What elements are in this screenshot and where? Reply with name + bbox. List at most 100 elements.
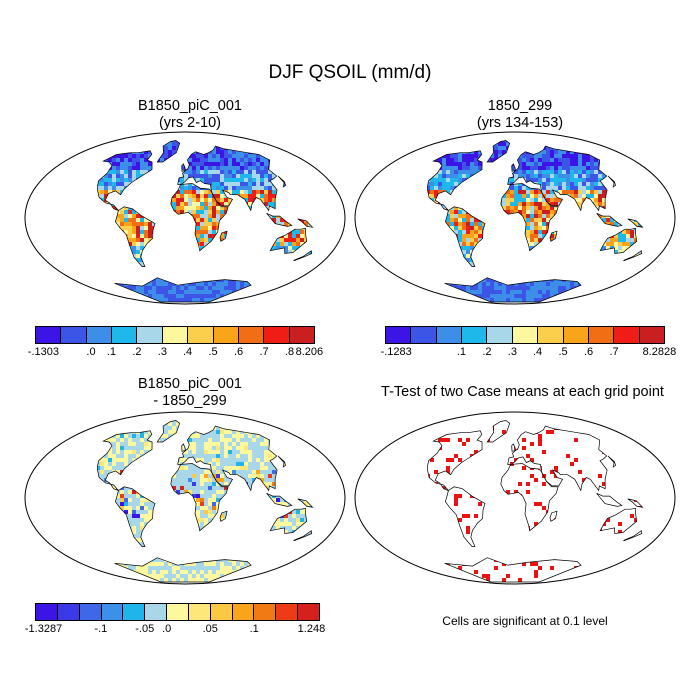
- panel1-title-line2: (yrs 2-10): [158, 115, 222, 131]
- panel2-title: 1850_299 (yrs 134-153): [370, 98, 670, 132]
- colorbar-panel3-labels: -1.3287 -.1 -.05 .0 .05 .1 1.248: [25, 623, 325, 637]
- coastline-madagascar: [549, 510, 558, 522]
- colorbar-swatch: [167, 604, 189, 620]
- colorbar-tick-label: .4: [533, 346, 543, 358]
- coastline-africa: [170, 183, 229, 252]
- colorbar-tick-label: 8.206: [295, 346, 324, 358]
- colorbar-swatch: [86, 327, 113, 343]
- coastline-japan: [607, 175, 617, 188]
- colorbar-swatch: [123, 604, 146, 620]
- colorbar-tick-label: -.1283: [380, 346, 412, 358]
- colorbar-tick-label: .2: [482, 346, 492, 358]
- colorbar-swatch: [238, 327, 265, 343]
- colorbar-swatch: [213, 327, 239, 343]
- map-border: [354, 131, 676, 305]
- coastline-northAmerica: [427, 150, 483, 211]
- map-panel-2: [354, 131, 676, 305]
- colorbar-swatch: [386, 327, 412, 343]
- colorbar-swatch: [57, 604, 80, 620]
- colorbar-swatch: [588, 327, 615, 343]
- significance-note: Cells are significant at 0.1 level: [442, 614, 608, 628]
- coastline-northAmerica: [427, 430, 483, 491]
- coastline-africa: [500, 183, 559, 252]
- coastline-eurasia: [507, 425, 608, 492]
- coastline-southAmerica: [115, 206, 156, 267]
- panel4-title-line1: T-Test of two Case means at each grid po…: [381, 384, 664, 400]
- colorbar-tick-label: .1: [456, 346, 467, 358]
- coastline-southAmerica: [115, 486, 156, 547]
- panel1-title-line1: B1850_piC_001: [137, 98, 242, 114]
- coastline-newZealand: [293, 250, 313, 262]
- colorbar-tick-label: 8.2828: [642, 346, 677, 358]
- colorbar-swatch: [289, 327, 314, 343]
- coastline-eurasia: [177, 425, 278, 492]
- colorbar-swatch: [210, 604, 233, 620]
- colorbar-swatch: [411, 327, 437, 343]
- coastline-madagascar: [549, 230, 558, 242]
- coastline-uk: [511, 163, 517, 172]
- coastline-greenland: [156, 140, 181, 163]
- coastline-uk: [181, 443, 187, 452]
- coastline-japan: [277, 455, 287, 468]
- colorbar-swatch: [276, 604, 299, 620]
- colorbar-swatch: [254, 604, 277, 620]
- colorbar-swatch: [298, 604, 319, 620]
- map-panel-3: [24, 411, 346, 585]
- coastline-australia: [599, 227, 638, 254]
- colorbar-swatch: [436, 327, 463, 343]
- coastline-madagascar: [219, 510, 228, 522]
- colorbar-tick-label: .7: [259, 346, 269, 358]
- coastline-newGuinea: [627, 498, 644, 508]
- colorbar-tick-label: -.05: [135, 623, 155, 635]
- coastline-japan: [607, 455, 617, 468]
- coastline-australia: [269, 507, 308, 534]
- colorbar-swatch: [487, 327, 513, 343]
- colorbar-swatch: [232, 604, 255, 620]
- panel3-title-line2: - 1850_299: [153, 393, 227, 409]
- colorbar-tick-label: .05: [202, 623, 218, 635]
- colorbar-swatch: [614, 327, 640, 343]
- coastline-uk: [181, 163, 187, 172]
- colorbar-tick-label: -.1303: [27, 346, 59, 358]
- map-panel-1: [24, 131, 346, 305]
- coastline-australia: [269, 227, 308, 254]
- coastline-northAmerica: [97, 150, 153, 211]
- colorbar-swatch: [36, 604, 58, 620]
- colorbar-tick-label: .6: [233, 346, 244, 358]
- colorbar-tick-label: .2: [132, 346, 142, 358]
- colorbar-swatch: [112, 327, 138, 343]
- coastline-southAmerica: [445, 206, 486, 267]
- coastline-indonesia: [596, 212, 623, 227]
- panel2-title-line2: (yrs 134-153): [476, 115, 564, 131]
- map-border: [24, 411, 346, 585]
- colorbar-swatch: [79, 604, 102, 620]
- coastline-newZealand: [293, 530, 313, 542]
- map-border: [354, 411, 676, 585]
- colorbar-swatch: [137, 327, 163, 343]
- colorbar-panel2: [385, 326, 665, 344]
- panel3-title: B1850_piC_001 - 1850_299: [40, 376, 340, 410]
- coastline-uk: [511, 443, 517, 452]
- coastline-eurasia: [507, 145, 608, 212]
- coastline-newGuinea: [627, 218, 644, 228]
- colorbar-swatch: [61, 327, 87, 343]
- colorbar-tick-label: .5: [208, 346, 218, 358]
- coastline-newGuinea: [297, 498, 314, 508]
- colorbar-panel1: [35, 326, 315, 344]
- coastline-greenland: [486, 140, 511, 163]
- colorbar-swatch: [538, 327, 564, 343]
- colorbar-tick-label: .0: [162, 623, 172, 635]
- coastline-eurasia: [177, 145, 278, 212]
- colorbar-tick-label: .6: [583, 346, 594, 358]
- colorbar-tick-label: .7: [609, 346, 619, 358]
- coastline-greenland: [486, 420, 511, 443]
- colorbar-tick-label: .3: [507, 346, 517, 358]
- colorbar-tick-label: .3: [157, 346, 167, 358]
- coastline-antarctica: [114, 557, 252, 583]
- colorbar-tick-label: .1: [106, 346, 117, 358]
- coastline-newZealand: [623, 250, 643, 262]
- colorbar-swatch: [639, 327, 664, 343]
- panel4-title: T-Test of two Case means at each grid po…: [350, 384, 695, 401]
- figure-title: DJF QSOIL (mm/d): [268, 62, 432, 83]
- colorbar-swatch: [162, 327, 189, 343]
